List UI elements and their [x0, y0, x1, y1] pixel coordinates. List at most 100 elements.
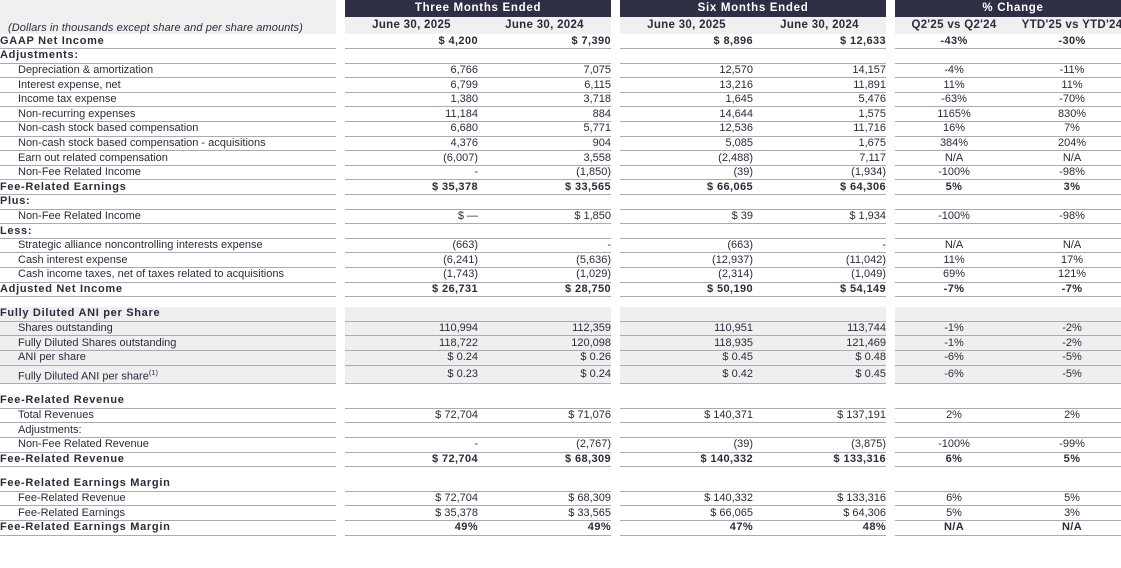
table-row: Cash interest expense (6,241) (5,636) (12,9…	[0, 252, 1121, 268]
column-gap-1	[336, 335, 345, 351]
column-gap-1	[336, 49, 345, 64]
column-gap-3	[886, 63, 895, 78]
cell-y25: (39)	[620, 165, 754, 181]
row-label: Fee-Related Earnings Margin	[0, 476, 336, 492]
cell-q24: (1,850)	[478, 165, 612, 181]
column-gap-1	[336, 321, 345, 336]
cell-y25: $ 140,332	[620, 491, 754, 507]
cell-qchg: 16%	[895, 121, 1014, 137]
cell-y25: $ 0.45	[620, 350, 754, 366]
column-gap-1	[336, 282, 345, 297]
cell-y24: $ 12,633	[753, 34, 887, 50]
column-gap-3	[886, 350, 896, 366]
column-gap-3	[886, 209, 895, 224]
cell-q25: $ 35,378	[345, 505, 478, 521]
column-gap-2	[611, 321, 621, 336]
table-row: Cash income taxes, net of taxes related …	[0, 267, 1121, 283]
cell-y25: (12,937)	[620, 252, 754, 268]
cell-y24: 14,157	[753, 63, 887, 79]
cell-y24: $ 133,316	[753, 491, 887, 507]
cell-q24: (2,767)	[478, 437, 612, 453]
column-gap-3	[886, 520, 895, 535]
table-row: Fee-Related Revenue $ 72,704 $ 68,309 $ 140…	[0, 491, 1121, 507]
cell-q25: 1,380	[345, 92, 478, 108]
cell-qchg	[895, 393, 1014, 409]
cell-q25: -	[345, 165, 478, 181]
spacer-row	[0, 467, 1121, 477]
table-row: Earn out related compensation (6,007) 3,55…	[0, 150, 1121, 166]
cell-q25: $ 72,704	[345, 491, 478, 507]
row-label: Income tax expense	[0, 92, 336, 108]
cell-y24	[753, 48, 887, 64]
cell-qchg	[895, 422, 1014, 438]
cell-q25	[345, 48, 478, 64]
cell-y25: 5,085	[620, 136, 754, 152]
cell-qchg: -43%	[895, 34, 1014, 50]
cell-q24	[478, 476, 612, 492]
column-gap-1	[336, 151, 345, 166]
cell-qchg: -63%	[895, 92, 1014, 108]
cell-ychg	[1013, 476, 1121, 492]
cell-y25: $ 140,332	[620, 452, 754, 468]
row-label: Non-Fee Related Revenue	[0, 437, 336, 453]
column-gap-1	[336, 107, 345, 122]
cell-q24: (5,636)	[478, 252, 612, 268]
cell-q25: (6,241)	[345, 252, 478, 268]
cell-qchg: 5%	[895, 505, 1014, 521]
cell-q25	[345, 223, 478, 239]
cell-y25	[620, 476, 754, 492]
cell-y24	[753, 476, 887, 492]
cell-ychg	[1013, 422, 1121, 438]
table-row: Fee-Related Earnings Margin	[0, 476, 1121, 492]
cell-y25	[620, 306, 754, 322]
row-label: Fee-Related Earnings	[0, 505, 336, 521]
header-group-pct-change: % Change	[895, 0, 1121, 17]
cell-qchg: -100%	[895, 209, 1014, 225]
column-gap-1	[336, 452, 345, 467]
row-label: Fully Diluted ANI per share(1)	[0, 365, 336, 385]
column-gap-1	[336, 165, 345, 180]
cell-q25: $ 4,200	[345, 34, 478, 50]
cell-qchg: N/A	[895, 238, 1014, 254]
cell-q25: $ 35,378	[345, 179, 478, 196]
column-gap-3	[886, 408, 895, 423]
column-gap-2	[611, 452, 620, 467]
cell-qchg: 5%	[895, 179, 1014, 196]
cell-ychg: N/A	[1013, 238, 1121, 254]
cell-y25	[620, 422, 754, 438]
row-label: Non-cash stock based compensation	[0, 121, 336, 137]
cell-y24: -	[753, 238, 887, 254]
column-gap-2	[611, 195, 620, 210]
cell-y25	[620, 48, 754, 64]
cell-y24: 113,744	[753, 321, 887, 337]
column-gap-1	[336, 63, 345, 78]
row-label: Strategic alliance noncontrolling intere…	[0, 238, 336, 254]
row-label: Fee-Related Revenue	[0, 393, 336, 409]
column-gap-2	[611, 335, 621, 351]
column-gap-3	[886, 282, 895, 297]
spacer-row	[0, 297, 1121, 307]
column-gap-1	[336, 491, 345, 506]
column-gap-1	[336, 438, 345, 453]
cell-ychg: N/A	[1013, 520, 1121, 536]
row-label: Fee-Related Earnings Margin	[0, 520, 336, 536]
column-gap-2	[611, 408, 620, 423]
row-label: Depreciation & amortization	[0, 63, 336, 79]
column-gap-1	[336, 306, 345, 322]
row-label: Plus:	[0, 194, 336, 210]
column-gap-2	[611, 506, 620, 521]
cell-y24	[753, 306, 887, 322]
table-row: Strategic alliance noncontrolling intere…	[0, 238, 1121, 254]
column-gap-3	[886, 253, 895, 268]
cell-qchg: 11%	[895, 252, 1014, 268]
row-label: Non-Fee Related Income	[0, 165, 336, 181]
cell-q24: $ 1,850	[478, 209, 612, 225]
row-label: Fee-Related Revenue	[0, 452, 336, 468]
cell-q24: 6,115	[478, 77, 612, 93]
cell-y24: $ 54,149	[753, 282, 887, 298]
cell-q25: 6,799	[345, 77, 478, 93]
table-row: Total Revenues $ 72,704 $ 71,076 $ 140,371 $…	[0, 408, 1121, 424]
cell-qchg: 6%	[895, 452, 1014, 468]
cell-qchg: N/A	[895, 150, 1014, 166]
column-gap-3	[886, 506, 895, 521]
